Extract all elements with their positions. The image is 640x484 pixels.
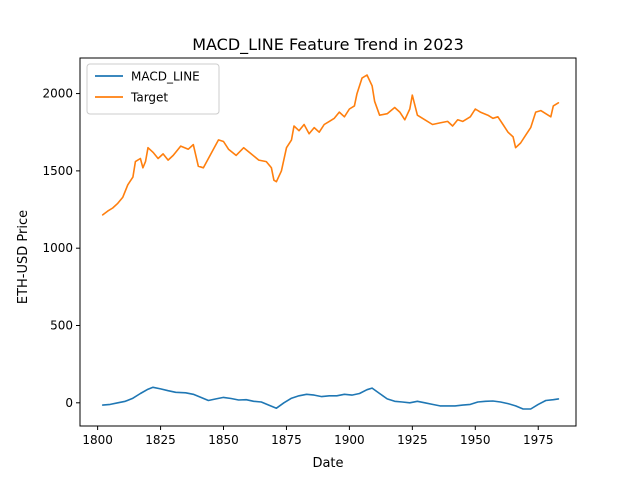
chart-title: MACD_LINE Feature Trend in 2023 bbox=[192, 35, 464, 55]
legend-label: MACD_LINE bbox=[131, 70, 200, 84]
x-tick-label: 1850 bbox=[208, 433, 239, 447]
x-tick-label: 1975 bbox=[523, 433, 554, 447]
x-axis-label: Date bbox=[312, 456, 343, 471]
y-axis-label: ETH-USD Price bbox=[16, 210, 31, 304]
series-line-macd-line bbox=[101, 386, 560, 410]
x-tick-label: 1875 bbox=[271, 433, 302, 447]
x-tick-label: 1900 bbox=[334, 433, 365, 447]
y-tick-label: 500 bbox=[50, 318, 73, 332]
series-line-target bbox=[101, 74, 560, 216]
y-tick-label: 1500 bbox=[42, 164, 73, 178]
x-tick-label: 1925 bbox=[397, 433, 428, 447]
legend-label: Target bbox=[130, 91, 168, 105]
x-axis: 1800 1825 1850 1875 1900 1925 1950 1975 bbox=[82, 426, 554, 447]
x-tick-label: 1950 bbox=[460, 433, 491, 447]
y-axis: 0 500 1000 1500 2000 bbox=[42, 87, 80, 410]
y-tick-label: 2000 bbox=[42, 87, 73, 101]
plot-area bbox=[101, 74, 560, 410]
y-tick-label: 1000 bbox=[42, 241, 73, 255]
plot-frame bbox=[79, 57, 577, 427]
x-tick-label: 1800 bbox=[82, 433, 113, 447]
x-tick-label: 1825 bbox=[145, 433, 176, 447]
legend: MACD_LINE Target bbox=[86, 63, 220, 115]
y-tick-label: 0 bbox=[65, 396, 73, 410]
